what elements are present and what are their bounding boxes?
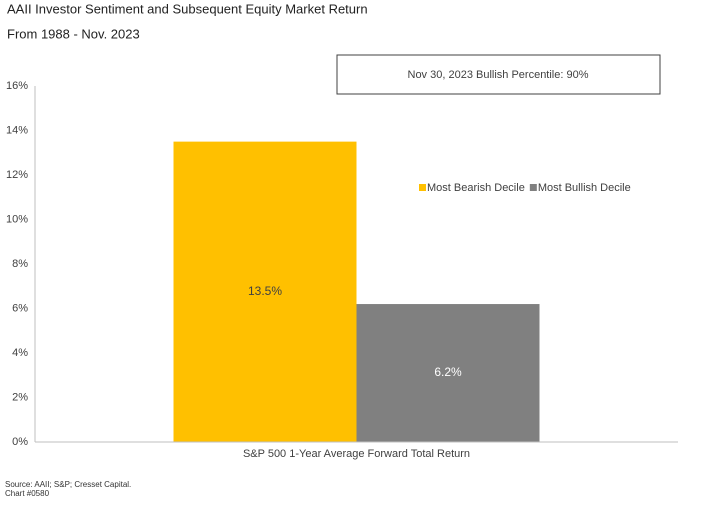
y-tick-label: 10% bbox=[6, 213, 28, 225]
y-tick-label: 0% bbox=[12, 436, 28, 448]
bar bbox=[173, 141, 357, 442]
legend-swatch bbox=[419, 184, 426, 191]
annotation-box bbox=[336, 54, 661, 95]
y-tick-label: 8% bbox=[12, 258, 28, 270]
chart-title: AAII Investor Sentiment and Subsequent E… bbox=[7, 1, 368, 16]
annotation: Nov 30, 2023 Bullish Percentile: 90% bbox=[408, 69, 589, 81]
y-tick-label: 2% bbox=[12, 391, 28, 403]
legend-label: Most Bullish Decile bbox=[538, 182, 631, 194]
value-label: 6.2% bbox=[434, 365, 462, 379]
y-tick-label: 6% bbox=[12, 302, 28, 314]
legend-swatch bbox=[529, 184, 537, 191]
legend-label: Most Bearish Decile bbox=[427, 182, 525, 194]
y-tick-label: 14% bbox=[6, 124, 28, 136]
y-tick-label: 12% bbox=[6, 169, 28, 181]
chart-number: Chart #0580 bbox=[5, 489, 50, 498]
source: Source: AAII; S&P; Cresset Capital. bbox=[5, 480, 131, 489]
x-tick-label: S&P 500 1-Year Average Forward Total Ret… bbox=[243, 448, 470, 460]
y-tick-label: 16% bbox=[6, 80, 28, 92]
chart-subtitle: From 1988 - Nov. 2023 bbox=[7, 26, 140, 41]
value-label: 13.5% bbox=[248, 284, 282, 298]
bar bbox=[356, 304, 540, 442]
y-tick-label: 4% bbox=[12, 347, 28, 359]
